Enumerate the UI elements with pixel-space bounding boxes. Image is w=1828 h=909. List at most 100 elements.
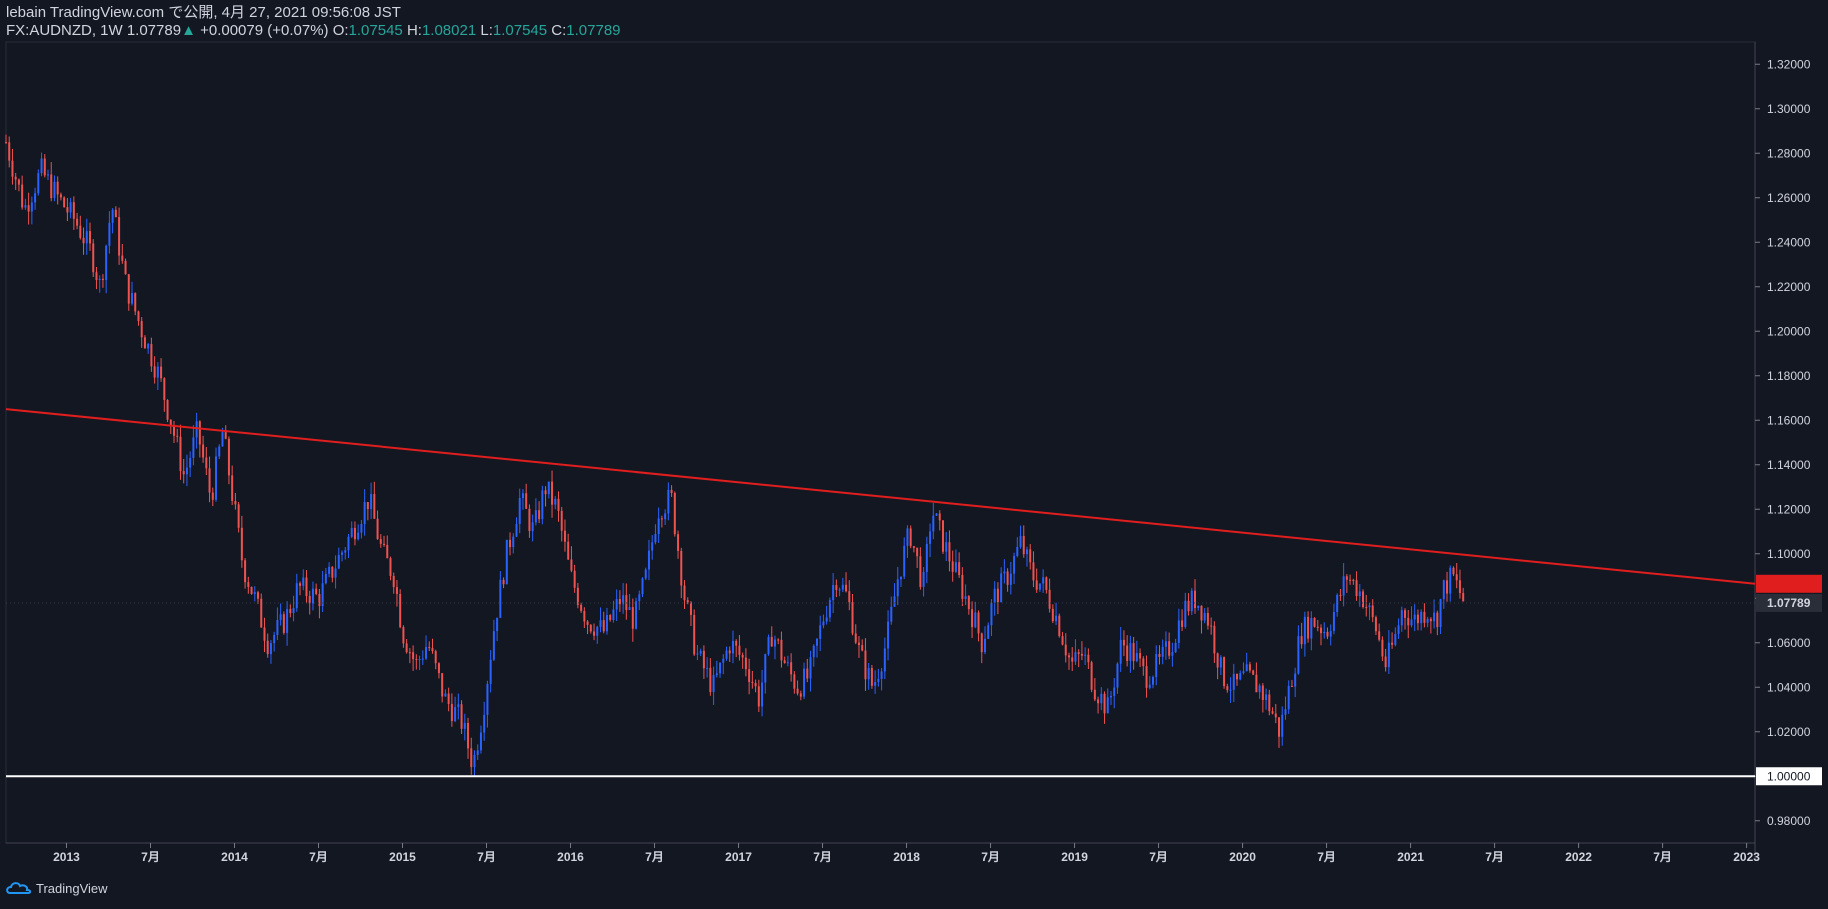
candle-body: [1190, 590, 1193, 612]
y-tick-label: 1.24000: [1767, 235, 1811, 249]
candle-body: [479, 732, 482, 751]
candle-body: [935, 513, 938, 516]
candle-body: [922, 571, 925, 587]
y-tick-label: 1.12000: [1767, 502, 1811, 516]
candle-body: [1365, 607, 1368, 609]
candle-body: [580, 604, 583, 611]
candle-body: [657, 518, 660, 534]
candle-body: [864, 650, 867, 680]
candle-body: [1184, 600, 1187, 627]
candle-body: [544, 490, 547, 495]
candle-body: [916, 547, 919, 557]
candle-body: [344, 550, 347, 553]
candle-body: [712, 675, 715, 693]
candle-body: [702, 650, 705, 669]
candle-body: [664, 513, 667, 520]
x-tick-label: 2020: [1229, 850, 1256, 864]
candle-body: [977, 612, 980, 634]
candle-body: [932, 515, 935, 532]
candle-body: [470, 748, 473, 768]
candle-body: [350, 527, 353, 537]
candle-body: [1336, 594, 1339, 613]
candle-body: [202, 444, 205, 458]
candle-body: [689, 602, 692, 615]
candle-body: [1355, 580, 1358, 597]
candle-body: [505, 539, 508, 585]
candle-body: [1038, 583, 1041, 590]
candle-body: [27, 205, 30, 212]
candle-body: [528, 508, 531, 532]
y-tick-label: 1.02000: [1767, 725, 1811, 739]
x-tick-label: 2018: [893, 850, 920, 864]
candle-body: [1368, 605, 1371, 608]
cloud-logo-icon: [6, 882, 32, 894]
candle-body: [925, 543, 928, 572]
candle-body: [357, 532, 360, 540]
candle-body: [1261, 685, 1264, 701]
candle-body: [476, 750, 479, 755]
candle-body: [1310, 618, 1313, 639]
candle-body: [1100, 693, 1103, 704]
candle-body: [1051, 608, 1054, 622]
candle-body: [1349, 579, 1352, 581]
candle-body: [211, 492, 214, 500]
candle-body: [1316, 626, 1319, 628]
candle-body: [1239, 673, 1242, 680]
candle-body: [1025, 549, 1028, 555]
candle-body: [1255, 674, 1258, 693]
candle-body: [764, 654, 767, 683]
candle-body: [1223, 657, 1226, 687]
candle-body: [347, 536, 350, 551]
candle-body: [1022, 535, 1025, 555]
candle-body: [1329, 630, 1332, 637]
candle-body: [405, 643, 408, 653]
tradingview-logo[interactable]: TradingView: [6, 880, 108, 896]
candle-body: [408, 652, 411, 654]
candle-body: [576, 587, 579, 605]
candle-body: [176, 435, 179, 437]
y-tick-label: 1.06000: [1767, 636, 1811, 650]
candle-body: [1103, 693, 1106, 714]
candle-body: [173, 426, 176, 436]
candle-body: [867, 668, 870, 680]
candle-body: [1458, 580, 1461, 594]
candle-body: [783, 660, 786, 664]
candle-body: [1232, 673, 1235, 690]
candle-body: [1307, 616, 1310, 639]
candle-body: [534, 510, 537, 523]
candle-body: [89, 231, 92, 244]
candle-body: [1106, 697, 1109, 714]
change-value: +0.00079 (+0.07%): [200, 22, 329, 39]
candle-body: [677, 534, 680, 551]
candle-body: [686, 600, 689, 603]
candle-body: [318, 594, 321, 607]
candle-body: [124, 260, 127, 275]
candle-body: [993, 588, 996, 603]
candle-body: [101, 278, 104, 281]
candle-body: [538, 510, 541, 520]
candle-body: [137, 311, 140, 322]
candle-body: [612, 609, 615, 621]
candle-body: [715, 673, 718, 676]
candle-body: [92, 243, 95, 273]
x-tick-label: 2016: [557, 850, 584, 864]
candle-body: [502, 579, 505, 585]
symbol-info: FX:AUDNZD, 1W 1.07789: [6, 22, 182, 39]
y-tick-label: 1.04000: [1767, 680, 1811, 694]
candle-body: [1064, 644, 1067, 656]
candle-body: [786, 662, 789, 664]
candle-body: [806, 668, 809, 679]
candle-body: [1326, 631, 1329, 637]
candle-body: [315, 588, 318, 595]
candle-body: [421, 658, 424, 660]
candle-body: [1400, 610, 1403, 626]
candle-body: [770, 636, 773, 647]
candle-body: [835, 585, 838, 590]
candle-body: [370, 494, 373, 510]
candle-body: [215, 456, 218, 500]
candle-body: [118, 217, 121, 256]
candle-body: [43, 158, 46, 176]
candle-body: [1139, 653, 1142, 659]
close-label: C:: [551, 22, 567, 39]
